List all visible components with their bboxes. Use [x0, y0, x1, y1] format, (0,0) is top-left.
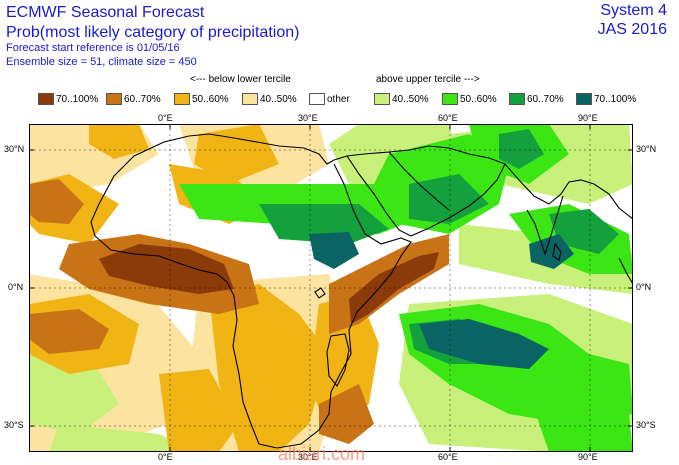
legend-swatch	[242, 93, 258, 105]
coastlines	[90, 133, 633, 449]
legend-label: 70..100%	[594, 93, 637, 105]
lon-label-top: 0°E	[158, 113, 173, 123]
legend-swatch	[38, 93, 54, 105]
lon-label-top: 90°E	[578, 113, 598, 123]
system-label: System 4	[600, 2, 667, 19]
legend-item: 50..60%	[442, 92, 497, 106]
legend-label: 50..60%	[460, 93, 497, 105]
legend-label: 60..70%	[124, 93, 161, 105]
lon-label-bottom: 60°E	[438, 452, 458, 462]
lat-label-left: 0°N	[8, 282, 24, 292]
legend-swatch	[442, 93, 458, 105]
lat-label-right: 30°N	[636, 144, 657, 154]
legend-label: 40..50%	[260, 93, 297, 105]
legend-swatch	[106, 93, 122, 105]
map-title: ECMWF Seasonal Forecast	[6, 4, 205, 21]
legend-label: 50..60%	[192, 93, 229, 105]
legend-item: 50..60%	[174, 92, 229, 106]
graticule	[29, 124, 633, 452]
lat-label-left: 30°N	[4, 144, 25, 154]
legend-item: 70..100%	[38, 92, 98, 106]
lon-label-bottom: 30°E	[298, 452, 318, 462]
lat-label-right: 0°N	[636, 282, 652, 292]
legend-swatch	[374, 93, 390, 105]
map-subtitle: Prob(most likely category of precipitati…	[6, 24, 300, 41]
lat-label-left: 30°S	[4, 420, 24, 430]
legend-swatch	[309, 93, 325, 105]
precipitation-map: 0°E 30°E 60°E 90°E	[29, 124, 633, 452]
lat-label-right: 30°S	[636, 420, 656, 430]
watermark: albiari.com	[278, 444, 366, 464]
ensemble-size: Ensemble size = 51, climate size = 450	[6, 56, 197, 68]
below-tercile-label: <--- below lower tercile	[190, 74, 291, 85]
season-label: JAS 2016	[597, 21, 667, 38]
legend-swatch	[174, 93, 190, 105]
above-tercile-label: above upper tercile --->	[376, 74, 480, 85]
legend-item: 60..70%	[106, 92, 161, 106]
forecast-start: Forecast start reference is 01/05/16	[6, 42, 180, 54]
legend-label: 40..50%	[392, 93, 429, 105]
lon-label-bottom: 0°E	[158, 452, 173, 462]
legend-item: 70..100%	[576, 92, 636, 106]
legend-label: other	[327, 93, 350, 105]
legend-label: 60..70%	[527, 93, 564, 105]
legend-item: 40..50%	[242, 92, 297, 106]
legend-item: 40..50%	[374, 92, 429, 106]
lon-label-top: 60°E	[438, 113, 458, 123]
legend-item: 60..70%	[509, 92, 564, 106]
legend-swatch	[509, 93, 525, 105]
tick-marks	[29, 124, 633, 452]
legend-swatch	[576, 93, 592, 105]
lon-label-top: 30°E	[298, 113, 318, 123]
lon-label-bottom: 90°E	[578, 452, 598, 462]
legend-item: other	[309, 92, 350, 106]
legend-label: 70..100%	[56, 93, 99, 105]
